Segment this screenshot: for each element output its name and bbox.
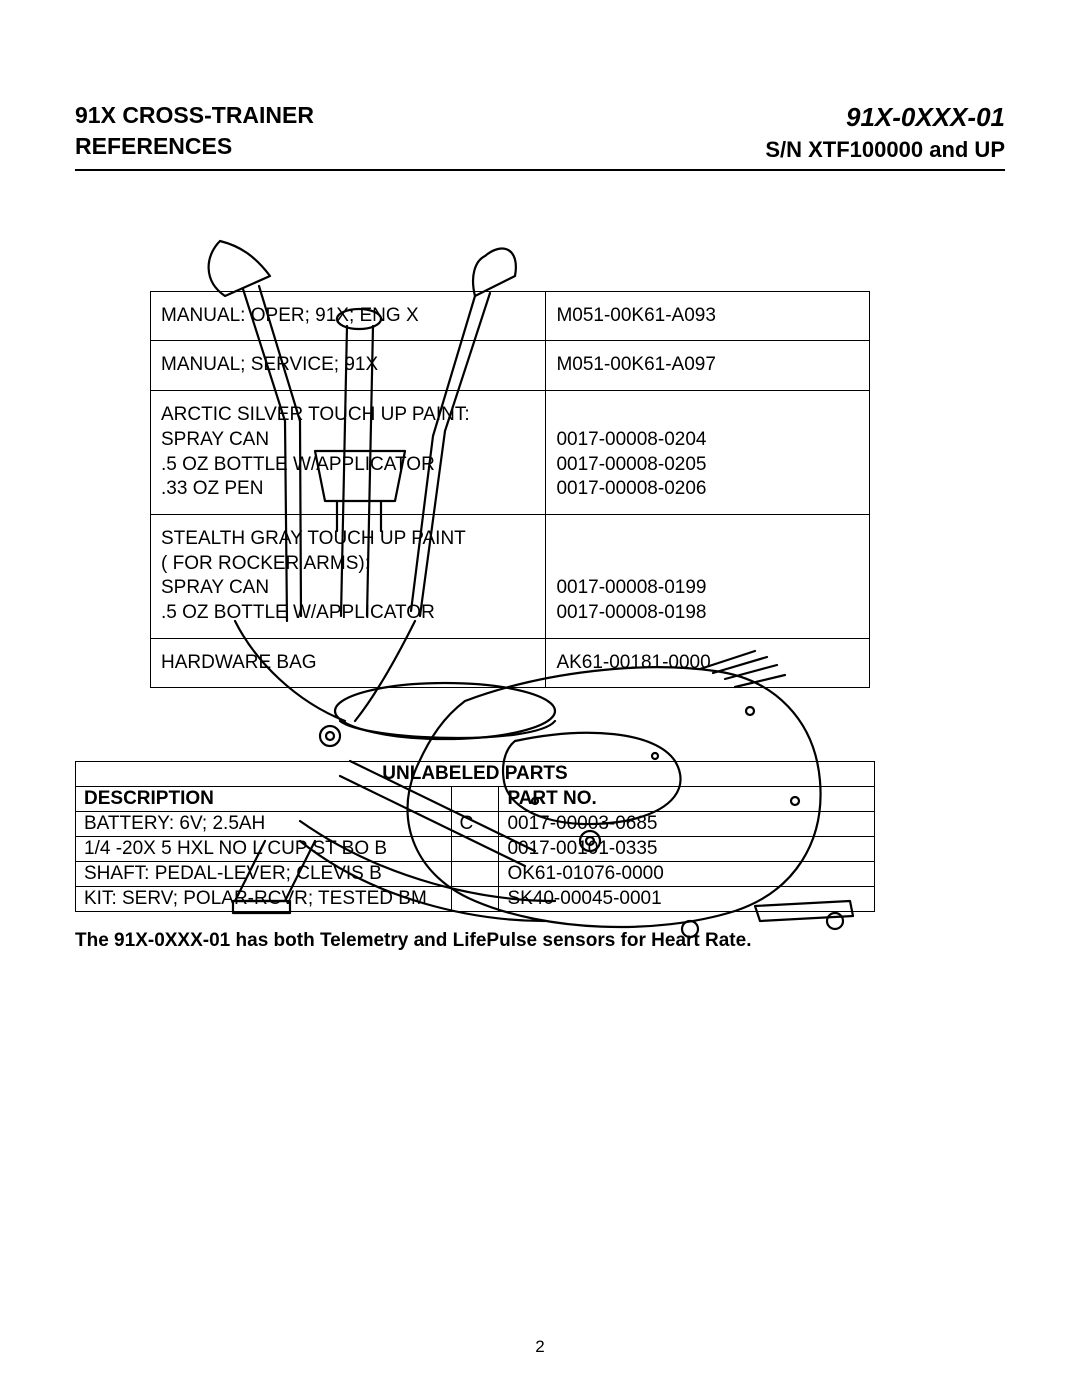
ul-mid (451, 886, 499, 911)
page-number: 2 (0, 1337, 1080, 1357)
ref-desc: MANUAL; SERVICE; 91X (151, 341, 546, 391)
footnote: The 91X-0XXX-01 has both Telemetry and L… (75, 930, 751, 952)
ref-part: M051-00K61-A093 (546, 291, 870, 341)
table-row: ARCTIC SILVER TOUCH UP PAINT: SPRAY CAN … (151, 391, 870, 515)
ul-part: OK61-01076-0000 (499, 861, 875, 886)
table-row: SHAFT: PEDAL-LEVER; CLEVIS B OK61-01076-… (76, 861, 875, 886)
unlabeled-header-row: DESCRIPTION PART NO. (76, 786, 875, 811)
diagram-area: MANUAL: OPER; 91X; ENG X M051-00K61-A093… (75, 201, 1005, 981)
ul-part: 0017-00003-0685 (499, 811, 875, 836)
ul-desc: KIT: SERV; POLAR-RCVR; TESTED BM (76, 886, 452, 911)
ref-part: AK61-00181-0000 (546, 638, 870, 688)
page-header: 91X CROSS-TRAINER REFERENCES 91X-0XXX-01… (75, 100, 1005, 171)
ul-mid (451, 836, 499, 861)
table-row: HARDWARE BAG AK61-00181-0000 (151, 638, 870, 688)
col-partno: PART NO. (499, 786, 875, 811)
model-number: 91X-0XXX-01 (765, 100, 1005, 135)
ref-desc: MANUAL: OPER; 91X; ENG X (151, 291, 546, 341)
ref-desc: HARDWARE BAG (151, 638, 546, 688)
title-line1: 91X CROSS-TRAINER (75, 100, 314, 131)
col-mid (451, 786, 499, 811)
page: 91X CROSS-TRAINER REFERENCES 91X-0XXX-01… (0, 0, 1080, 1397)
ul-desc: 1/4 -20X 5 HXL NO L CUP ST BO B (76, 836, 452, 861)
ul-part: SK40-00045-0001 (499, 886, 875, 911)
header-right: 91X-0XXX-01 S/N XTF100000 and UP (765, 100, 1005, 165)
ref-desc: ARCTIC SILVER TOUCH UP PAINT: SPRAY CAN … (151, 391, 546, 515)
references-body: MANUAL: OPER; 91X; ENG X M051-00K61-A093… (151, 291, 870, 688)
title-line2: REFERENCES (75, 131, 314, 162)
ref-desc: STEALTH GRAY TOUCH UP PAINT ( FOR ROCKER… (151, 514, 546, 638)
serial-range: S/N XTF100000 and UP (765, 135, 1005, 165)
ref-part: 0017-00008-0204 0017-00008-0205 0017-000… (546, 391, 870, 515)
unlabeled-title-row: UNLABELED PARTS (76, 761, 875, 786)
ul-mid (451, 861, 499, 886)
table-row: MANUAL; SERVICE; 91X M051-00K61-A097 (151, 341, 870, 391)
ref-part: M051-00K61-A097 (546, 341, 870, 391)
ul-desc: BATTERY: 6V; 2.5AH (76, 811, 452, 836)
table-row: MANUAL: OPER; 91X; ENG X M051-00K61-A093 (151, 291, 870, 341)
unlabeled-title: UNLABELED PARTS (76, 761, 875, 786)
table-row: KIT: SERV; POLAR-RCVR; TESTED BM SK40-00… (76, 886, 875, 911)
ul-mid: C (451, 811, 499, 836)
table-row: STEALTH GRAY TOUCH UP PAINT ( FOR ROCKER… (151, 514, 870, 638)
unlabeled-parts-table: UNLABELED PARTS DESCRIPTION PART NO. BAT… (75, 761, 875, 912)
ul-desc: SHAFT: PEDAL-LEVER; CLEVIS B (76, 861, 452, 886)
ul-part: 0017-00101-0335 (499, 836, 875, 861)
references-table: MANUAL: OPER; 91X; ENG X M051-00K61-A093… (150, 291, 870, 689)
ref-part: 0017-00008-0199 0017-00008-0198 (546, 514, 870, 638)
col-description: DESCRIPTION (76, 786, 452, 811)
header-left: 91X CROSS-TRAINER REFERENCES (75, 100, 314, 162)
table-row: BATTERY: 6V; 2.5AH C 0017-00003-0685 (76, 811, 875, 836)
table-row: 1/4 -20X 5 HXL NO L CUP ST BO B 0017-001… (76, 836, 875, 861)
